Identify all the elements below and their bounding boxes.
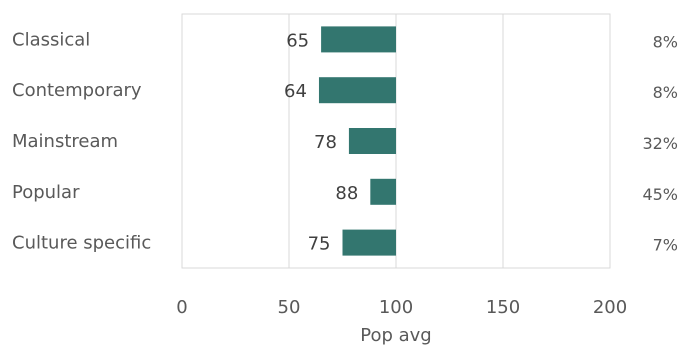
category-label: Classical: [12, 29, 90, 50]
x-tick-label: 150: [486, 297, 520, 318]
data-label: 88: [335, 183, 358, 204]
share-label: 7%: [653, 236, 678, 255]
share-label: 8%: [653, 32, 678, 51]
x-tick-label: 100: [379, 297, 413, 318]
category-label: Popular: [12, 182, 80, 203]
bar: [348, 128, 396, 154]
category-label: Contemporary: [12, 80, 142, 101]
bar: [318, 77, 396, 104]
bar: [342, 229, 396, 256]
x-tick-label: 0: [176, 297, 187, 318]
data-label: 78: [314, 132, 337, 153]
share-label: 32%: [642, 134, 678, 153]
labels: 0 50 100 150 200 Classical 65 8% Contemporary 64 8…: [12, 29, 678, 318]
data-label: 65: [286, 30, 309, 51]
category-label: Mainstream: [12, 131, 118, 152]
bar: [321, 26, 396, 53]
data-label: 64: [284, 81, 307, 102]
bars: [318, 26, 396, 256]
share-label: 8%: [653, 83, 678, 102]
plot-area-border: [181, 13, 611, 269]
share-label: 45%: [642, 185, 678, 204]
x-axis-title: Pop avg: [360, 325, 431, 345]
bar: [370, 178, 396, 205]
x-tick-label: 200: [593, 297, 627, 318]
x-tick-label: 50: [278, 297, 301, 318]
category-label: Culture specific: [12, 233, 151, 254]
data-label: 75: [308, 234, 331, 255]
